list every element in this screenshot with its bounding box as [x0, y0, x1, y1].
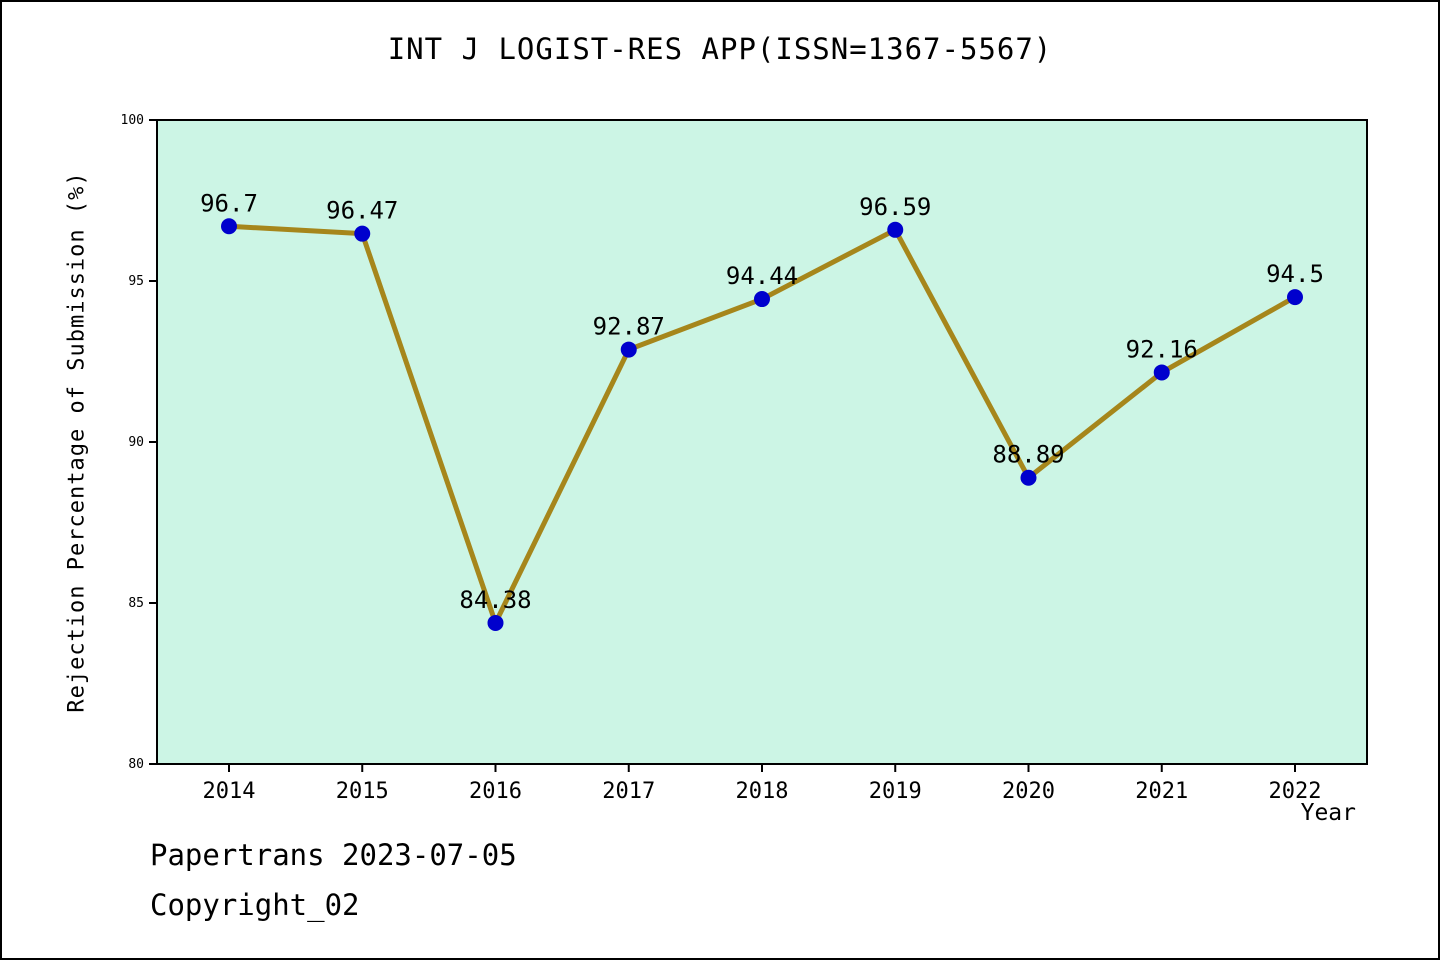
- data-point-label: 96.59: [859, 193, 931, 221]
- data-point-label: 96.47: [326, 197, 398, 225]
- data-point: [887, 221, 904, 238]
- data-point: [1287, 289, 1303, 306]
- data-point: [487, 614, 504, 631]
- x-tick-label: 2017: [602, 779, 655, 804]
- data-point: [1153, 364, 1170, 381]
- data-point-label: 94.44: [726, 262, 798, 290]
- watermark-copyright-text: Copyright_02: [150, 888, 360, 922]
- x-tick-label: 2021: [1135, 779, 1188, 804]
- data-point-label: 84.38: [459, 586, 531, 614]
- y-tick-label: 100: [121, 113, 144, 128]
- x-tick-label: 2022: [1269, 779, 1322, 804]
- y-tick-label: 95: [128, 274, 144, 289]
- y-tick-label: 80: [128, 757, 144, 772]
- x-tick-label: 2015: [336, 779, 389, 804]
- x-axis-label: Year: [1300, 800, 1356, 826]
- y-tick-label: 90: [128, 435, 144, 450]
- data-point-label: 88.89: [992, 441, 1064, 469]
- data-point-label: 92.16: [1126, 335, 1198, 363]
- data-point: [620, 341, 637, 358]
- data-point-label: 92.87: [593, 313, 665, 341]
- data-point: [1020, 469, 1037, 486]
- data-point-label: 94.5: [1266, 260, 1324, 288]
- data-point: [354, 225, 371, 242]
- data-point: [754, 291, 770, 308]
- x-tick-label: 2014: [203, 779, 256, 804]
- x-tick-label: 2016: [469, 779, 522, 804]
- data-point-label: 96.7: [200, 189, 258, 217]
- x-tick-label: 2018: [736, 779, 789, 804]
- x-tick-label: 2020: [1002, 779, 1055, 804]
- data-point: [221, 218, 237, 235]
- y-tick-label: 85: [128, 596, 144, 611]
- chart-title: INT J LOGIST-RES APP(ISSN=1367-5567): [387, 32, 1053, 66]
- x-tick-label: 2019: [869, 779, 922, 804]
- watermark-source-text: Papertrans 2023-07-05: [150, 838, 517, 872]
